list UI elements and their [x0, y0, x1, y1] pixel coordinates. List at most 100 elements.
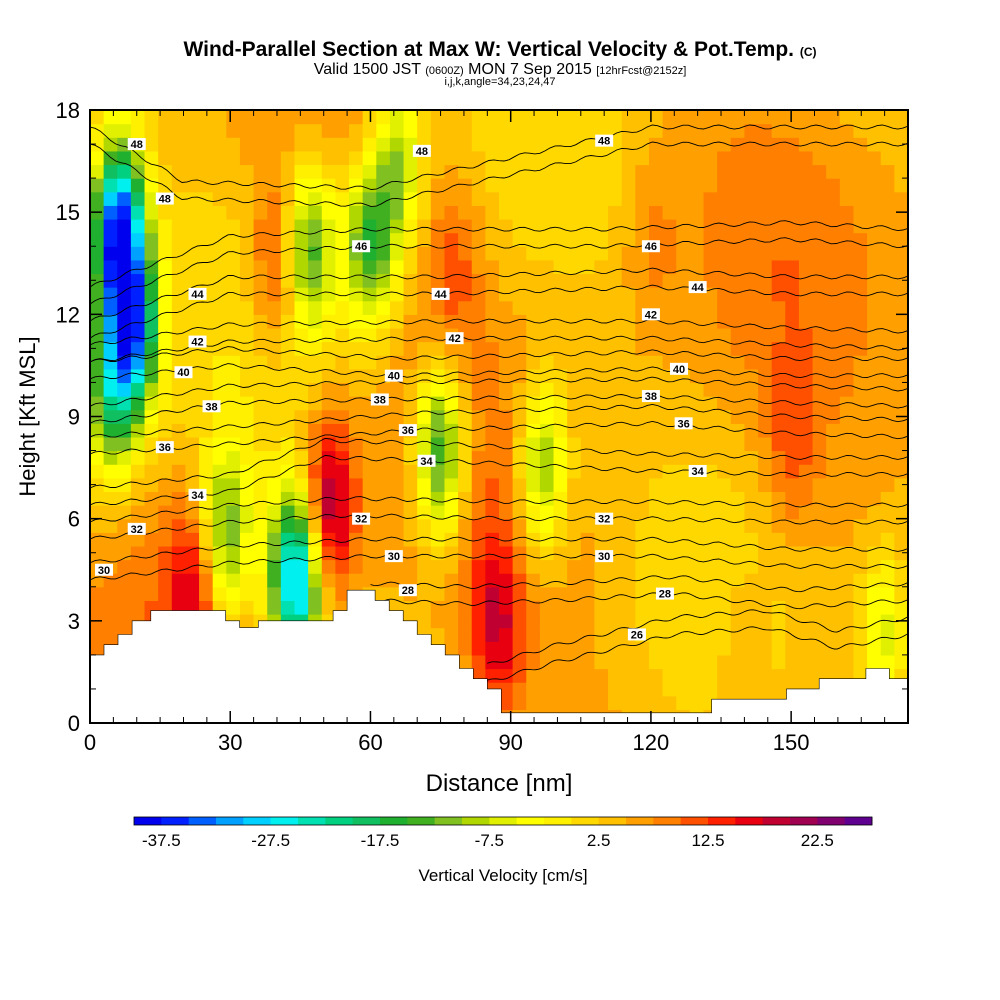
velocity-cell	[226, 259, 241, 275]
velocity-cell	[539, 614, 555, 629]
velocity-cell	[621, 259, 636, 275]
velocity-cell	[267, 505, 282, 520]
velocity-cell	[485, 287, 500, 302]
velocity-cell	[608, 627, 623, 642]
contour-label: 28	[402, 585, 414, 597]
velocity-cell	[526, 477, 541, 493]
velocity-cell	[662, 436, 677, 452]
velocity-cell	[839, 518, 855, 533]
velocity-cell	[526, 232, 541, 247]
velocity-cell	[539, 464, 555, 479]
velocity-cell	[389, 300, 405, 315]
velocity-cell	[199, 123, 214, 138]
velocity-cell	[444, 382, 459, 397]
velocity-cell	[130, 450, 146, 465]
velocity-cell	[308, 600, 323, 615]
velocity-cell	[90, 436, 105, 452]
velocity-cell	[430, 246, 446, 261]
velocity-cell	[785, 518, 800, 533]
velocity-cell	[853, 409, 868, 424]
velocity-cell	[171, 409, 187, 424]
velocity-cell	[635, 218, 650, 234]
velocity-cell	[103, 423, 118, 438]
velocity-cell	[771, 573, 786, 588]
velocity-cell	[267, 273, 282, 288]
velocity-cell	[730, 409, 745, 424]
velocity-cell	[90, 300, 105, 315]
velocity-cell	[717, 137, 732, 152]
velocity-cell	[294, 450, 309, 465]
velocity-cell	[90, 641, 105, 656]
velocity-cell	[130, 382, 146, 397]
velocity-cell	[539, 246, 555, 261]
velocity-cell	[867, 123, 882, 138]
velocity-cell	[662, 191, 677, 206]
velocity-cell	[308, 110, 323, 125]
velocity-cell	[608, 205, 623, 220]
velocity-cell	[648, 287, 664, 302]
velocity-cell	[526, 246, 541, 261]
velocity-cell	[444, 341, 459, 356]
velocity-cell	[689, 627, 705, 642]
velocity-cell	[826, 355, 841, 370]
velocity-cell	[621, 232, 636, 247]
velocity-cell	[321, 450, 336, 465]
velocity-cell	[362, 164, 377, 179]
velocity-cell	[158, 327, 173, 343]
velocity-cell	[485, 450, 500, 465]
velocity-cell	[389, 327, 405, 343]
velocity-cell	[798, 573, 814, 588]
velocity-cell	[499, 396, 514, 411]
velocity-cell	[471, 450, 486, 465]
velocity-cell	[185, 423, 200, 438]
velocity-cell	[867, 300, 882, 315]
velocity-cell	[771, 436, 786, 452]
velocity-cell	[349, 464, 364, 479]
velocity-cell	[703, 273, 718, 288]
velocity-cell	[362, 532, 377, 547]
velocity-cell	[253, 545, 268, 561]
velocity-cell	[880, 436, 895, 452]
velocity-cell	[853, 246, 868, 261]
velocity-cell	[608, 382, 623, 397]
velocity-cell	[744, 150, 759, 166]
velocity-cell	[362, 477, 377, 493]
velocity-cell	[853, 545, 868, 561]
velocity-cell	[471, 273, 486, 288]
contour-label: 42	[448, 333, 460, 345]
velocity-cell	[512, 695, 527, 710]
velocity-cell	[853, 355, 868, 370]
velocity-cell	[335, 205, 350, 220]
velocity-cell	[539, 586, 555, 601]
velocity-cell	[253, 600, 268, 615]
velocity-cell	[744, 137, 759, 152]
velocity-cell	[785, 110, 800, 125]
theta-contour-34	[90, 454, 908, 506]
colorbar-swatch	[352, 817, 381, 825]
velocity-cell	[744, 505, 759, 520]
velocity-cell	[894, 191, 908, 206]
velocity-cell	[621, 505, 636, 520]
velocity-cell	[689, 164, 705, 179]
velocity-cell	[785, 150, 800, 166]
velocity-cell	[212, 355, 227, 370]
velocity-cell	[744, 668, 759, 683]
velocity-cell	[826, 205, 841, 220]
velocity-cell	[499, 232, 514, 247]
velocity-cell	[458, 191, 473, 206]
velocity-cell	[580, 450, 596, 465]
velocity-cell	[267, 450, 282, 465]
velocity-cell	[839, 586, 855, 601]
velocity-cell	[471, 287, 486, 302]
velocity-cell	[499, 586, 514, 601]
velocity-cell	[608, 423, 623, 438]
velocity-cell	[171, 287, 187, 302]
velocity-cell	[730, 164, 745, 179]
velocity-cell	[580, 273, 596, 288]
velocity-cell	[798, 341, 814, 356]
velocity-cell	[444, 205, 459, 220]
velocity-cell	[648, 641, 664, 656]
velocity-cell	[689, 218, 705, 234]
theta-contour-42	[90, 335, 908, 363]
velocity-cell	[894, 327, 908, 343]
